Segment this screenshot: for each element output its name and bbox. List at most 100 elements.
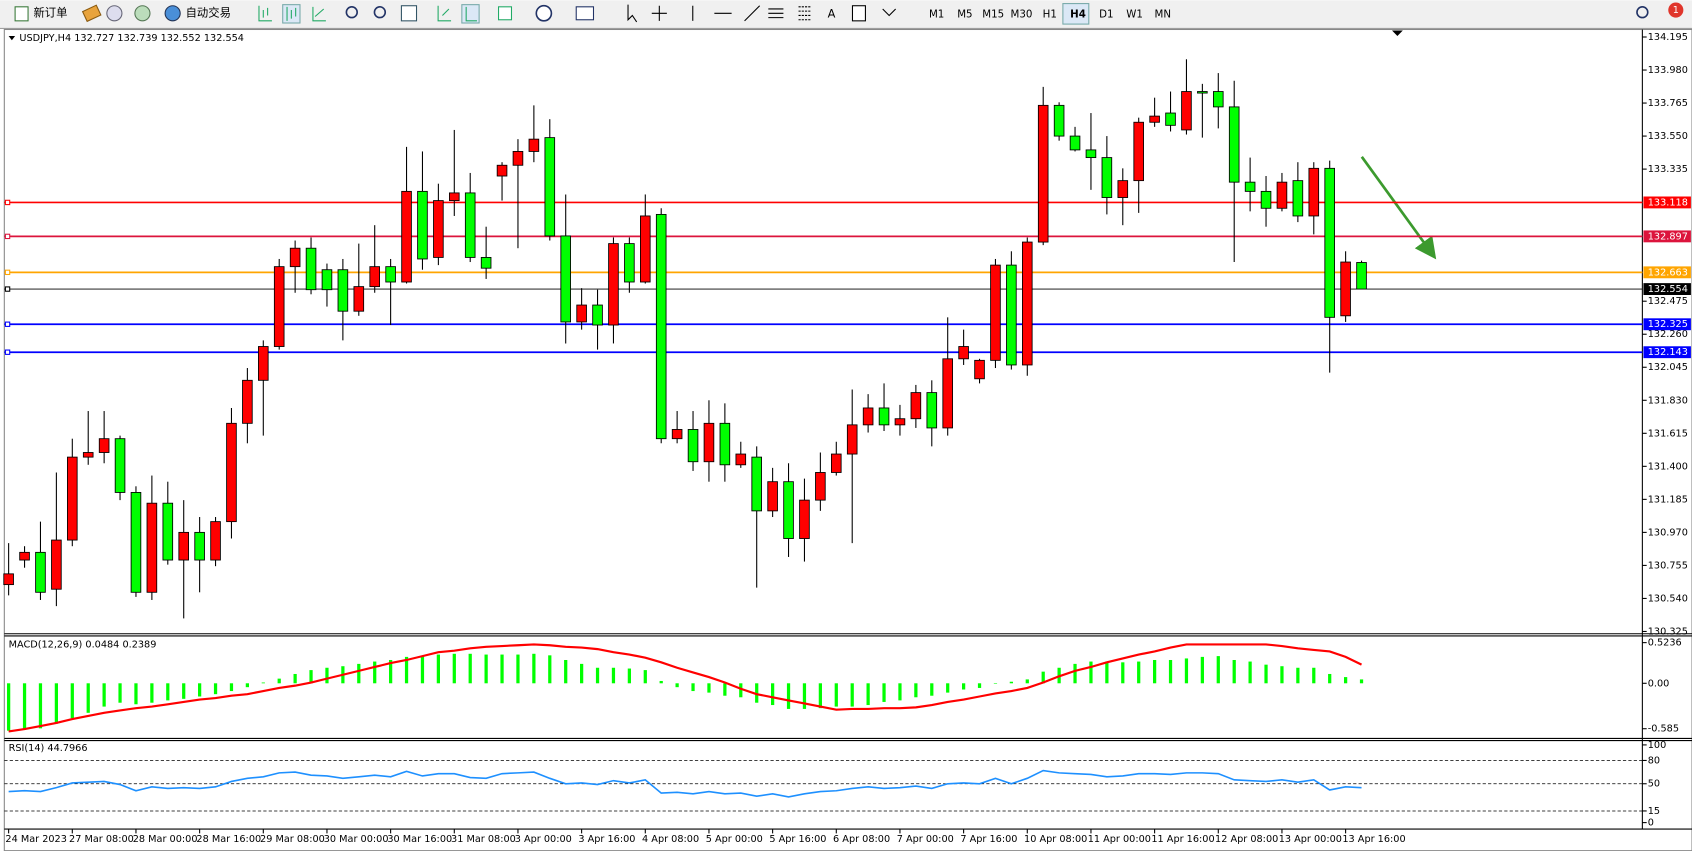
symbol-menu-arrow[interactable] — [8, 35, 16, 41]
macd-bar — [1328, 673, 1332, 684]
candle-body — [321, 269, 333, 291]
channel-tool[interactable] — [768, 8, 784, 19]
macd-bar — [595, 667, 600, 684]
search[interactable] — [1636, 6, 1649, 19]
candle-body — [19, 551, 30, 561]
candle-body — [1212, 91, 1224, 108]
macd-bar — [771, 683, 775, 706]
icon[interactable] — [286, 6, 297, 21]
icon[interactable] — [400, 5, 418, 22]
candle-body — [799, 499, 810, 539]
shift-marker[interactable] — [1392, 30, 1403, 36]
icon[interactable] — [437, 5, 452, 22]
new-order-label[interactable]: 新订单 — [33, 5, 67, 19]
timeframe-button[interactable]: H4 — [1070, 8, 1086, 20]
y-tick-label: 131.185 — [1648, 494, 1688, 505]
candle-body — [512, 151, 524, 166]
candle-body — [1085, 149, 1097, 159]
shapes-tool[interactable] — [882, 8, 897, 17]
x-tick-label: 28 Mar 16:00 — [196, 834, 261, 845]
zoom-in[interactable] — [345, 6, 358, 19]
cursor-tool[interactable] — [627, 4, 638, 23]
icon[interactable] — [312, 6, 326, 22]
crosshair-tool[interactable] — [651, 5, 667, 21]
candle-body — [480, 256, 492, 269]
macd-bar — [468, 653, 472, 684]
x-tick-label: 13 Apr 00:00 — [1279, 834, 1342, 845]
candle-body — [719, 422, 731, 466]
macd-bar — [1343, 677, 1348, 684]
x-tick-label: 3 Apr 00:00 — [515, 834, 572, 845]
text-tool[interactable]: A — [828, 6, 836, 20]
line-handle — [4, 199, 11, 206]
y-tick-label: 134.195 — [1648, 32, 1688, 43]
x-tick-label: 29 Mar 08:00 — [260, 834, 325, 845]
candle-body — [1006, 264, 1017, 366]
icon[interactable] — [461, 4, 480, 24]
candle-body — [608, 243, 619, 326]
candle-body — [289, 247, 301, 268]
candle-body — [1149, 115, 1160, 123]
candle-body — [369, 266, 380, 288]
price-label-box — [1643, 283, 1691, 296]
icon[interactable] — [258, 5, 272, 22]
price-label: 132.663 — [1648, 267, 1688, 278]
templates[interactable] — [575, 6, 595, 21]
candle-body — [655, 213, 667, 440]
candle-body — [894, 418, 906, 426]
timeframe-button[interactable]: M15 — [982, 8, 1004, 20]
candle-body — [242, 379, 253, 424]
toolbar-icons — [14, 2, 1684, 25]
candle-body — [815, 472, 826, 501]
timeframe-button[interactable]: M1 — [929, 8, 944, 20]
x-tick-label: 7 Apr 16:00 — [960, 834, 1017, 845]
notification-badge[interactable] — [1668, 2, 1684, 18]
macd-bar — [309, 670, 313, 684]
new-order-icon[interactable] — [14, 6, 29, 22]
macd-bar — [1232, 659, 1236, 684]
zoom-out[interactable] — [373, 6, 387, 19]
auto-trading-icon[interactable] — [164, 5, 181, 22]
macd-bar — [86, 683, 90, 713]
candle-body — [146, 502, 158, 593]
y-tick-label: 133.980 — [1648, 65, 1688, 76]
active-timeframe[interactable] — [1062, 3, 1090, 25]
icon[interactable] — [134, 5, 151, 22]
indicators[interactable] — [497, 6, 513, 21]
candle-body — [1292, 180, 1304, 217]
y-tick-label: 80 — [1648, 755, 1660, 766]
y-tick-label: 133.765 — [1648, 98, 1688, 109]
x-tick-label: 27 Mar 08:00 — [69, 834, 134, 845]
macd-bar — [1152, 659, 1157, 684]
macd-bar — [611, 667, 616, 684]
periods[interactable] — [535, 4, 553, 22]
candle-body — [385, 266, 396, 283]
icon[interactable] — [81, 4, 102, 23]
timeframe-button[interactable]: M30 — [1011, 8, 1033, 20]
y-tick-label: 133.335 — [1648, 164, 1688, 175]
icon[interactable] — [465, 6, 477, 22]
candle-body — [35, 551, 46, 593]
x-tick-label: 24 Mar 2023 — [5, 834, 67, 845]
macd-bar — [898, 683, 902, 701]
macd-bar — [389, 659, 393, 684]
x-tick-label: 3 Apr 16:00 — [578, 834, 635, 845]
timeframe-button[interactable]: M5 — [957, 8, 972, 20]
fibo-tool[interactable] — [798, 6, 812, 21]
macd-bar — [150, 683, 154, 703]
timeframe-button[interactable]: MN — [1155, 8, 1172, 20]
icon[interactable] — [106, 5, 123, 22]
macd-bar — [1264, 664, 1268, 684]
label-tool[interactable] — [851, 5, 866, 22]
price-label-box — [1643, 346, 1691, 359]
auto-trading-label[interactable]: 自动交易 — [186, 5, 231, 19]
timeframe-button[interactable]: D1 — [1099, 8, 1113, 20]
macd-bar — [866, 683, 870, 706]
timeframe-button[interactable]: H1 — [1043, 8, 1057, 20]
timeframe-button[interactable]: W1 — [1126, 8, 1143, 20]
trendline-tool[interactable] — [744, 5, 761, 22]
candle-body — [3, 573, 14, 586]
macd-bar — [404, 656, 409, 684]
